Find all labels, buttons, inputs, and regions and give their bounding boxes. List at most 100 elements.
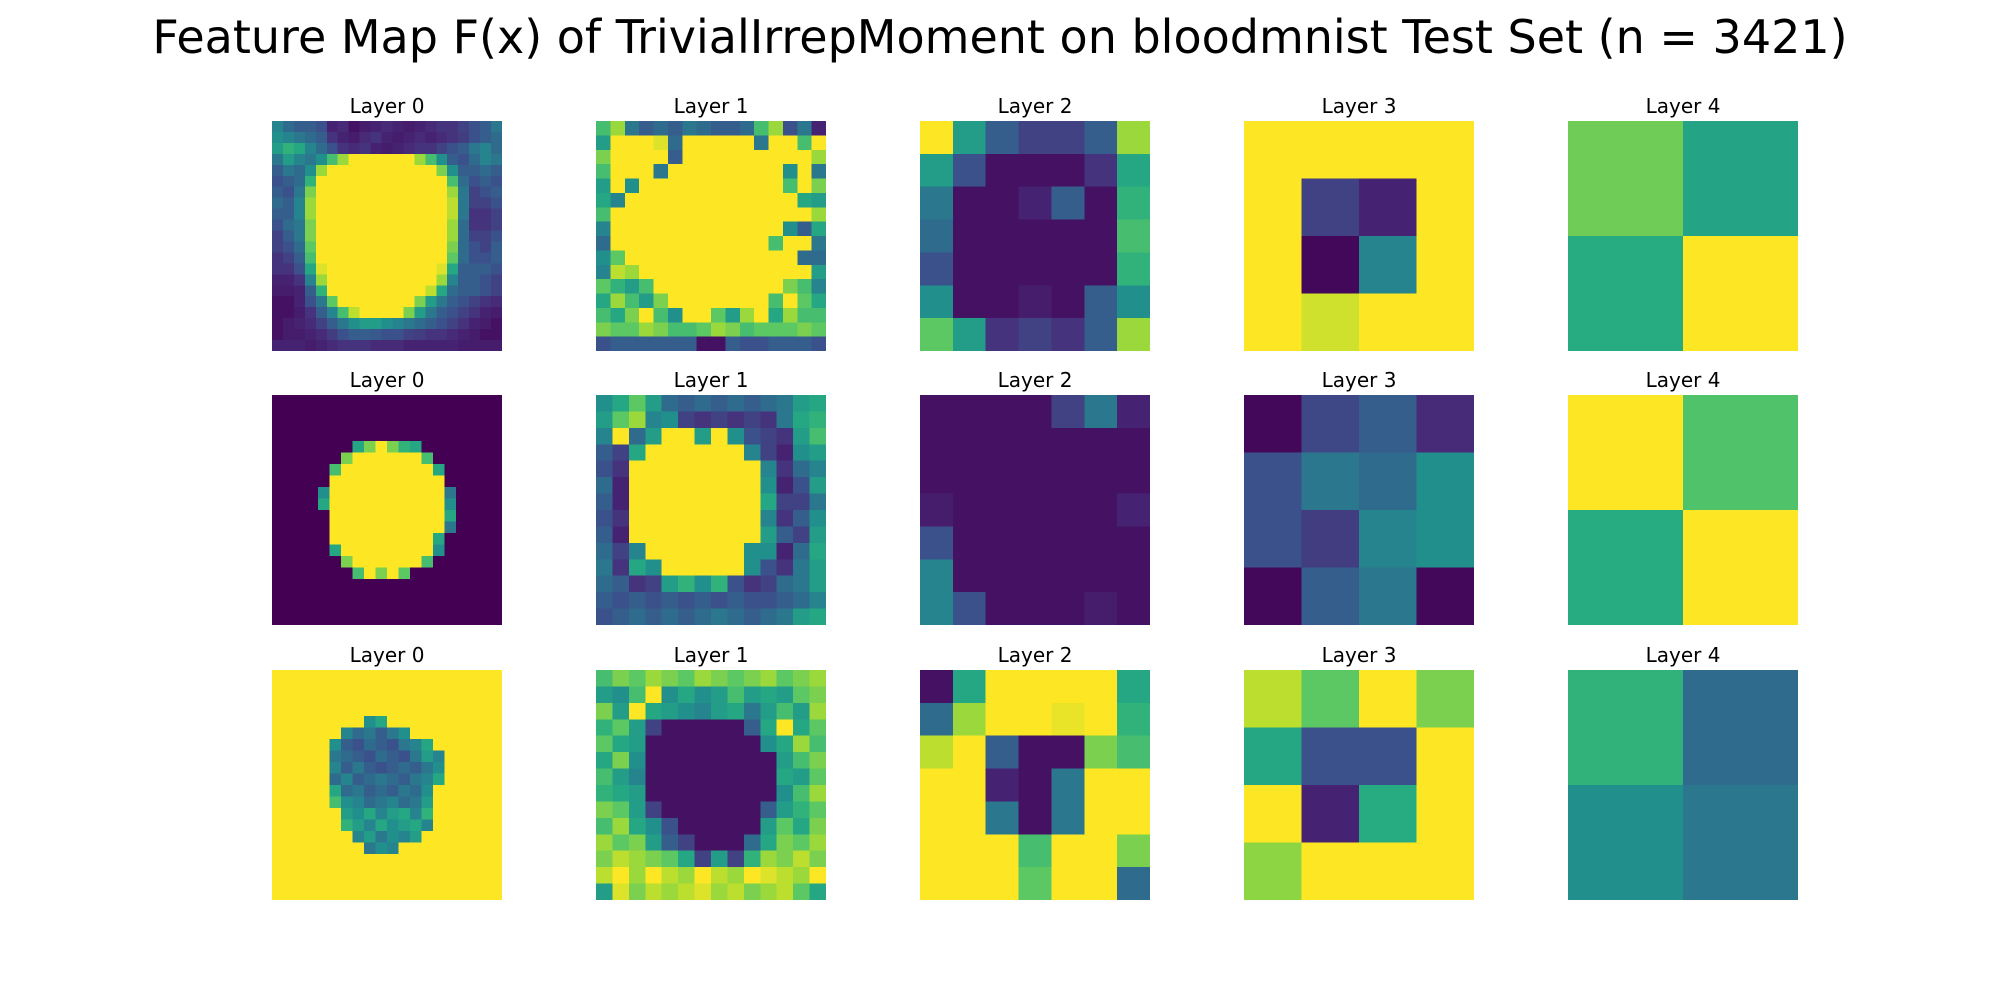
heatmap-cell xyxy=(754,279,770,295)
heatmap-cell xyxy=(318,556,331,569)
heatmap-cell xyxy=(793,752,811,770)
heatmap-cell xyxy=(1084,559,1118,593)
heatmap-cell xyxy=(985,427,1020,462)
heatmap-cell xyxy=(341,521,354,534)
heatmap-cell xyxy=(920,526,954,560)
heatmap-cell xyxy=(661,592,679,610)
heatmap-cell xyxy=(743,575,761,593)
heatmap-cell xyxy=(315,230,328,243)
heatmap-cell xyxy=(479,865,492,878)
heatmap-cell xyxy=(653,178,669,194)
heatmap-cell xyxy=(985,670,1020,704)
heatmap-cell xyxy=(375,475,388,488)
heatmap-cell xyxy=(295,498,308,511)
heatmap-cell xyxy=(661,752,679,770)
heatmap-cell xyxy=(348,142,361,155)
heatmap-cell xyxy=(352,406,365,419)
heatmap-cell xyxy=(444,406,457,419)
heatmap-cell xyxy=(352,877,365,890)
heatmap-cell xyxy=(1568,121,1684,237)
heatmap-cell xyxy=(480,186,492,199)
heatmap-cell xyxy=(436,241,448,254)
heatmap-cell xyxy=(645,817,663,835)
heatmap-cell xyxy=(458,296,470,308)
heatmap-cell xyxy=(1683,395,1798,511)
heatmap-cell xyxy=(375,510,388,523)
heatmap-cell xyxy=(682,236,698,251)
heatmap-cell xyxy=(768,192,784,208)
heatmap-cell xyxy=(341,785,354,798)
heatmap-cell xyxy=(739,221,755,237)
heatmap-cell xyxy=(295,773,308,786)
heatmap-cell xyxy=(421,602,434,615)
heatmap-cell xyxy=(425,274,437,286)
heatmap-cell xyxy=(364,418,377,431)
heatmap-cell xyxy=(612,686,630,704)
heatmap-cell xyxy=(490,716,502,729)
heatmap-cell xyxy=(809,542,826,560)
heatmap-cell xyxy=(410,533,423,546)
heatmap-cell xyxy=(727,592,745,610)
heatmap-cell xyxy=(387,831,400,844)
heatmap-cell xyxy=(293,186,306,199)
heatmap-cell xyxy=(329,865,342,878)
heatmap-cell xyxy=(410,590,423,603)
heatmap-cell xyxy=(433,808,446,821)
heatmap-cell xyxy=(456,670,469,683)
heatmap-cell xyxy=(1117,559,1150,593)
heatmap-cell xyxy=(768,164,784,180)
heatmap-cell xyxy=(398,487,411,500)
heatmap-cell xyxy=(348,241,361,254)
heatmap-cell xyxy=(433,750,446,763)
heatmap-cell xyxy=(352,429,365,442)
heatmap-cell xyxy=(596,719,614,737)
heatmap-cell xyxy=(306,544,319,557)
heatmap-cell xyxy=(370,252,383,264)
heatmap-cell xyxy=(793,801,811,819)
heatmap-cell xyxy=(491,175,502,188)
heatmap-cell xyxy=(364,831,377,844)
heatmap-cell xyxy=(694,510,712,528)
heatmap-cell xyxy=(364,785,377,798)
heatmap-cell xyxy=(469,252,481,264)
heatmap-cell xyxy=(381,230,394,243)
heatmap-cell xyxy=(1084,153,1118,188)
heatmap-cell xyxy=(352,395,365,408)
heatmap-cell xyxy=(433,716,446,729)
heatmap-cell xyxy=(793,883,811,900)
heatmap-cell xyxy=(727,608,745,625)
heatmap-cell xyxy=(467,854,480,867)
heatmap-cell xyxy=(272,567,285,580)
heatmap-cell xyxy=(782,293,798,309)
heatmap-cell xyxy=(318,773,331,786)
heatmap-cell xyxy=(272,153,284,166)
heatmap-cell xyxy=(480,241,492,254)
heatmap-cell xyxy=(612,444,630,462)
heatmap-cell xyxy=(596,178,611,194)
heatmap-cell xyxy=(433,796,446,809)
heatmap-cell xyxy=(639,121,655,136)
heatmap-cell xyxy=(490,727,502,740)
heatmap-cell xyxy=(364,670,377,683)
heatmap-cell xyxy=(295,831,308,844)
heatmap-cell xyxy=(341,739,354,752)
heatmap-cell xyxy=(793,460,811,478)
heatmap-cell xyxy=(318,406,331,419)
heatmap-cell xyxy=(410,556,423,569)
heatmap-cell xyxy=(479,441,492,454)
heatmap-cell xyxy=(456,406,469,419)
heatmap-cell xyxy=(467,877,480,890)
heatmap-cell xyxy=(387,716,400,729)
heatmap-cell xyxy=(1117,493,1150,528)
heatmap-cell xyxy=(694,702,712,720)
heatmap-cell xyxy=(329,819,342,832)
heatmap-cell xyxy=(337,329,350,341)
heatmap-cell xyxy=(306,602,319,615)
heatmap-cell xyxy=(318,865,331,878)
heatmap-cell xyxy=(645,575,663,593)
heatmap-cell xyxy=(341,418,354,431)
heatmap-cell xyxy=(661,542,679,560)
heatmap-cell xyxy=(364,602,377,615)
heatmap-cell xyxy=(381,307,394,319)
heatmap-cell xyxy=(645,883,663,900)
